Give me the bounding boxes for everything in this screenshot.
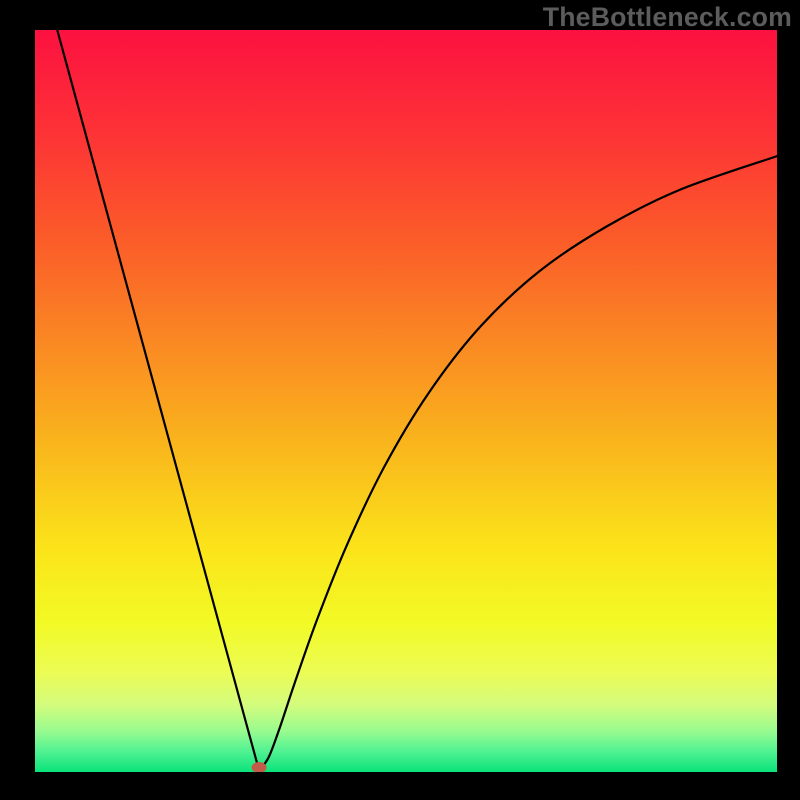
minimum-marker <box>252 763 266 773</box>
bottleneck-chart <box>0 0 800 800</box>
chart-root: TheBottleneck.com <box>0 0 800 800</box>
watermark-text: TheBottleneck.com <box>543 2 792 33</box>
plot-background-gradient <box>35 30 777 772</box>
